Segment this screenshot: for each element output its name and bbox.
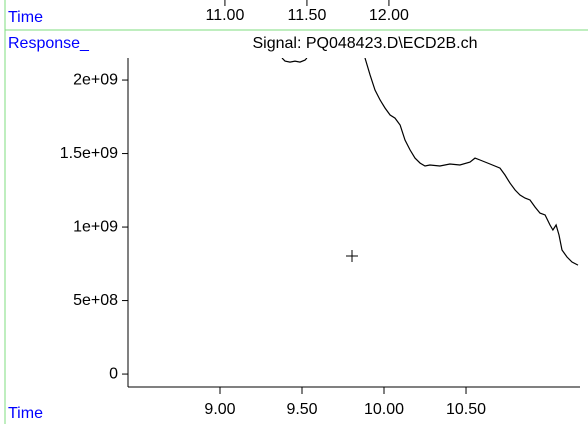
x2-tick-label: 11.50 [288, 7, 327, 24]
x2-tick-label: 12.00 [369, 7, 409, 24]
x-axis-label: Time [8, 405, 43, 422]
x-tick-label: 9.50 [286, 401, 317, 418]
x2-axis-label: Time [8, 9, 43, 26]
x2-tick-label: 11.00 [205, 7, 244, 24]
y-tick-label: 1e+09 [73, 218, 118, 235]
x-tick-label: 10.00 [364, 401, 404, 418]
y-tick-label: 5e+08 [73, 292, 118, 309]
x-tick-label: 9.00 [204, 401, 235, 418]
y-tick-label: 1.5e+09 [60, 145, 118, 162]
chart-title: Signal: PQ048423.D\ECD2B.ch [252, 35, 477, 52]
y-axis-label: Response_ [8, 35, 90, 52]
signal-line [281, 58, 579, 266]
y-tick-label: 2e+09 [73, 71, 118, 88]
y-tick-label: 0 [109, 365, 118, 382]
x-tick-label: 10.50 [446, 401, 486, 418]
